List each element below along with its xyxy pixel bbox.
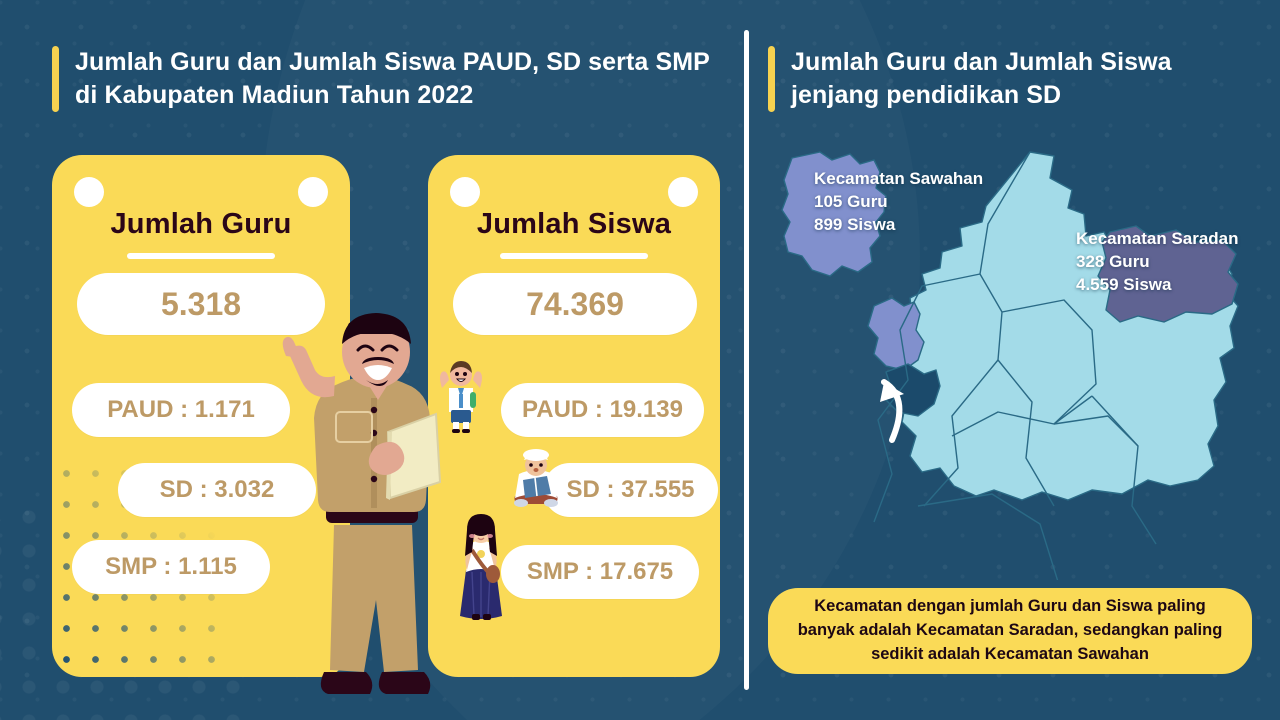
stat-pill-paud: PAUD : 19.139 [501, 383, 704, 437]
total-pill-siswa: 74.369 [453, 273, 697, 335]
title-accent-bar [768, 46, 775, 112]
punch-hole-right-icon [668, 177, 698, 207]
annotation-district-name: Kecamatan Sawahan [814, 169, 984, 188]
total-pill-guru: 5.318 [77, 273, 325, 335]
student-smp-illustration [452, 512, 510, 624]
annotation-teacher-count: 328 Guru [1076, 251, 1150, 271]
stat-pill-smp: SMP : 1.115 [72, 540, 270, 594]
punch-hole-right-icon [298, 177, 328, 207]
map-region-sawahan-inset [781, 151, 887, 277]
right-title-text: Jumlah Guru dan Jumlah Siswa jenjang pen… [791, 48, 1172, 109]
teacher-illustration [272, 300, 472, 720]
map-annotation-saradan: Kecamatan Saradan 328 Guru 4.559 Siswa [1076, 228, 1239, 297]
student-sd-illustration [505, 448, 567, 510]
annotation-teacher-count: 105 Guru [814, 191, 888, 211]
punch-hole-left-icon [450, 177, 480, 207]
madiun-regency-map: Kecamatan Sawahan 105 Guru 899 Siswa Kec… [758, 140, 1270, 580]
map-annotation-sawahan: Kecamatan Sawahan 105 Guru 899 Siswa [814, 168, 983, 237]
stat-pill-paud: PAUD : 1.171 [72, 383, 290, 437]
punch-hole-left-icon [74, 177, 104, 207]
stat-pill-sd: SD : 37.555 [543, 463, 718, 517]
map-caption-box: Kecamatan dengan jumlah Guru dan Siswa p… [768, 588, 1252, 674]
left-panel-title: Jumlah Guru dan Jumlah Siswa PAUD, SD se… [52, 46, 712, 112]
stat-pill-smp: SMP : 17.675 [501, 545, 699, 599]
annotation-district-name: Kecamatan Saradan [1076, 229, 1239, 248]
callout-arrow-head-icon [880, 382, 904, 402]
annotation-student-count: 899 Siswa [814, 214, 896, 234]
heading-underline [500, 253, 648, 259]
left-title-text: Jumlah Guru dan Jumlah Siswa PAUD, SD se… [75, 48, 710, 109]
stat-pill-sd: SD : 3.032 [118, 463, 316, 517]
annotation-student-count: 4.559 Siswa [1076, 274, 1172, 294]
heading-underline [127, 253, 275, 259]
map-region-sawahan [867, 297, 925, 371]
title-accent-bar [52, 46, 59, 112]
panel-divider [744, 30, 749, 690]
right-panel-title: Jumlah Guru dan Jumlah Siswa jenjang pen… [768, 46, 1238, 112]
stat-card-siswa: Jumlah Siswa 74.369 PAUD : 19.139 SD : 3… [428, 155, 720, 677]
stat-card-guru: Jumlah Guru 5.318 PAUD : 1.171 SD : 3.03… [52, 155, 350, 677]
map-region-saradan [1097, 225, 1239, 323]
student-paud-illustration [432, 358, 490, 434]
card-heading: Jumlah Siswa [476, 208, 672, 240]
card-heading: Jumlah Guru [110, 208, 292, 240]
map-caption-text: Kecamatan dengan jumlah Guru dan Siswa p… [797, 597, 1223, 663]
